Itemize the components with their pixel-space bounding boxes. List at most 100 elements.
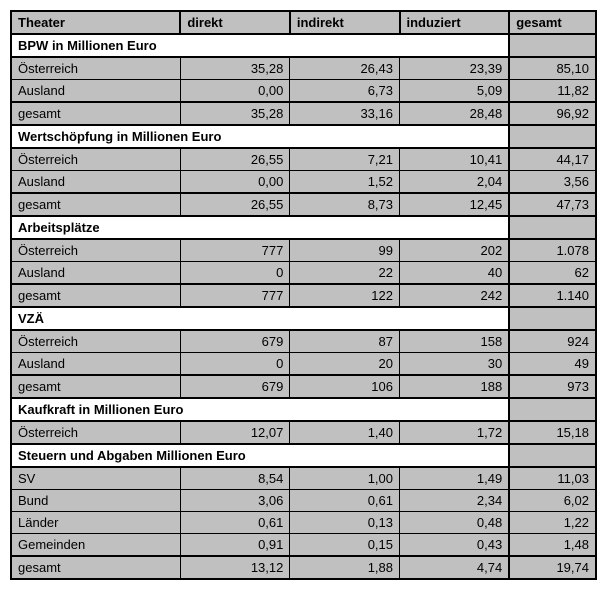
cell-value: 6,02 [509, 490, 596, 512]
total-value: 242 [400, 284, 510, 307]
total-label: gesamt [11, 193, 180, 216]
total-value: 1,88 [290, 556, 400, 579]
section-header: VZÄ [11, 307, 596, 330]
section-header-gap [509, 216, 596, 239]
cell-value: 924 [509, 330, 596, 353]
total-value: 12,07 [180, 421, 290, 444]
cell-value: 1,22 [509, 512, 596, 534]
cell-value: 777 [180, 239, 290, 262]
section-header-gap [509, 125, 596, 148]
theater-economics-table: Theater direkt indirekt induziert gesamt… [10, 10, 597, 580]
total-value: 188 [400, 375, 510, 398]
total-value: 96,92 [509, 102, 596, 125]
section-header-gap [509, 444, 596, 467]
cell-value: 44,17 [509, 148, 596, 171]
row-label: Gemeinden [11, 534, 180, 557]
total-row: gesamt679106188973 [11, 375, 596, 398]
cell-value: 40 [400, 262, 510, 285]
header-row: Theater direkt indirekt induziert gesamt [11, 11, 596, 34]
total-value: 12,45 [400, 193, 510, 216]
section-header-gap [509, 307, 596, 330]
cell-value: 22 [290, 262, 400, 285]
cell-value: 202 [400, 239, 510, 262]
total-value: 8,73 [290, 193, 400, 216]
section-header: Steuern und Abgaben Millionen Euro [11, 444, 596, 467]
cell-value: 1,00 [290, 467, 400, 490]
section-header-gap [509, 34, 596, 57]
cell-value: 85,10 [509, 57, 596, 80]
total-value: 106 [290, 375, 400, 398]
total-value: 26,55 [180, 193, 290, 216]
table-row: Ausland0224062 [11, 262, 596, 285]
total-value: 28,48 [400, 102, 510, 125]
total-label: Österreich [11, 421, 180, 444]
header-theater: Theater [11, 11, 180, 34]
cell-value: 0,43 [400, 534, 510, 557]
cell-value: 1.078 [509, 239, 596, 262]
section-title: Kaufkraft in Millionen Euro [11, 398, 509, 421]
table-row: Österreich26,557,2110,4144,17 [11, 148, 596, 171]
total-label: gesamt [11, 556, 180, 579]
header-direkt: direkt [180, 11, 290, 34]
section-title: BPW in Millionen Euro [11, 34, 509, 57]
cell-value: 0,00 [180, 80, 290, 103]
cell-value: 11,03 [509, 467, 596, 490]
row-label: Österreich [11, 148, 180, 171]
table-row: Österreich777992021.078 [11, 239, 596, 262]
cell-value: 3,56 [509, 171, 596, 194]
section-title: Arbeitsplätze [11, 216, 509, 239]
cell-value: 1,48 [509, 534, 596, 557]
total-value: 4,74 [400, 556, 510, 579]
cell-value: 0,15 [290, 534, 400, 557]
total-value: 1.140 [509, 284, 596, 307]
total-value: 973 [509, 375, 596, 398]
cell-value: 87 [290, 330, 400, 353]
cell-value: 679 [180, 330, 290, 353]
total-value: 679 [180, 375, 290, 398]
total-label: gesamt [11, 102, 180, 125]
total-row: gesamt7771222421.140 [11, 284, 596, 307]
table-row: Gemeinden0,910,150,431,48 [11, 534, 596, 557]
header-indirekt: indirekt [290, 11, 400, 34]
cell-value: 10,41 [400, 148, 510, 171]
total-value: 13,12 [180, 556, 290, 579]
section-title: VZÄ [11, 307, 509, 330]
cell-value: 0,61 [290, 490, 400, 512]
total-value: 15,18 [509, 421, 596, 444]
cell-value: 6,73 [290, 80, 400, 103]
row-label: Österreich [11, 330, 180, 353]
total-value: 19,74 [509, 556, 596, 579]
row-label: Länder [11, 512, 180, 534]
cell-value: 1,49 [400, 467, 510, 490]
row-label: SV [11, 467, 180, 490]
cell-value: 26,55 [180, 148, 290, 171]
table-row: Länder0,610,130,481,22 [11, 512, 596, 534]
section-header-gap [509, 398, 596, 421]
cell-value: 30 [400, 353, 510, 376]
section-title: Steuern und Abgaben Millionen Euro [11, 444, 509, 467]
cell-value: 3,06 [180, 490, 290, 512]
total-value: 122 [290, 284, 400, 307]
total-row: Österreich12,071,401,7215,18 [11, 421, 596, 444]
cell-value: 1,52 [290, 171, 400, 194]
row-label: Österreich [11, 239, 180, 262]
cell-value: 0 [180, 353, 290, 376]
row-label: Ausland [11, 171, 180, 194]
total-row: gesamt13,121,884,7419,74 [11, 556, 596, 579]
total-value: 1,40 [290, 421, 400, 444]
cell-value: 2,34 [400, 490, 510, 512]
row-label: Ausland [11, 80, 180, 103]
cell-value: 62 [509, 262, 596, 285]
cell-value: 23,39 [400, 57, 510, 80]
table-row: Ausland0203049 [11, 353, 596, 376]
table-row: SV8,541,001,4911,03 [11, 467, 596, 490]
cell-value: 0,61 [180, 512, 290, 534]
total-value: 35,28 [180, 102, 290, 125]
total-value: 33,16 [290, 102, 400, 125]
cell-value: 0,91 [180, 534, 290, 557]
table-row: Österreich35,2826,4323,3985,10 [11, 57, 596, 80]
section-header: Kaufkraft in Millionen Euro [11, 398, 596, 421]
total-value: 47,73 [509, 193, 596, 216]
section-title: Wertschöpfung in Millionen Euro [11, 125, 509, 148]
cell-value: 26,43 [290, 57, 400, 80]
